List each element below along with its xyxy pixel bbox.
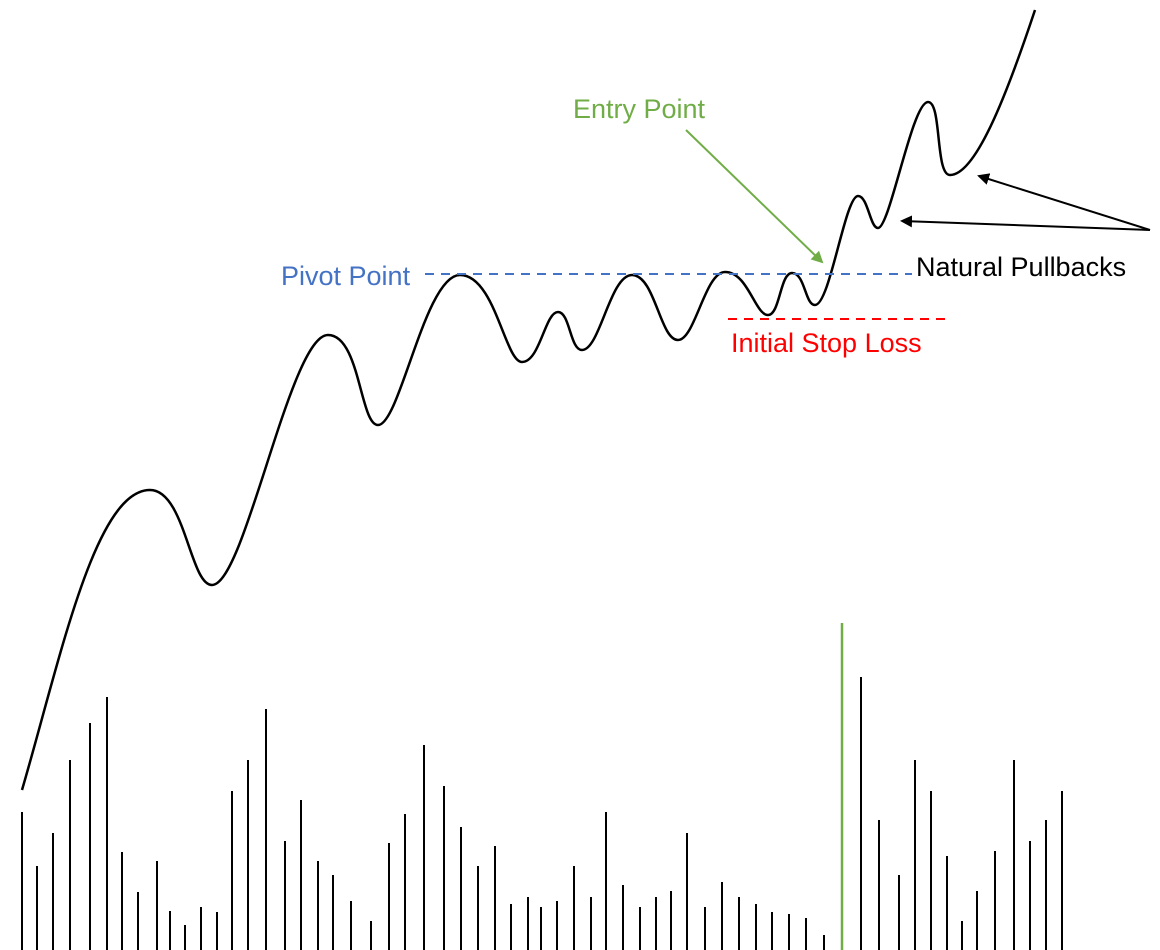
pullback-arrow-upper (977, 173, 1151, 231)
initial-stop-loss-label: Initial Stop Loss (731, 328, 922, 358)
entry-point-label: Entry Point (573, 94, 706, 124)
natural-pullbacks-label: Natural Pullbacks (916, 252, 1126, 282)
entry-arrow (685, 129, 824, 264)
price-line (20, 9, 1037, 791)
pullback-arrow-lower (900, 215, 1151, 231)
volume-bars (21, 623, 1063, 950)
pivot-point-label: Pivot Point (281, 261, 411, 291)
